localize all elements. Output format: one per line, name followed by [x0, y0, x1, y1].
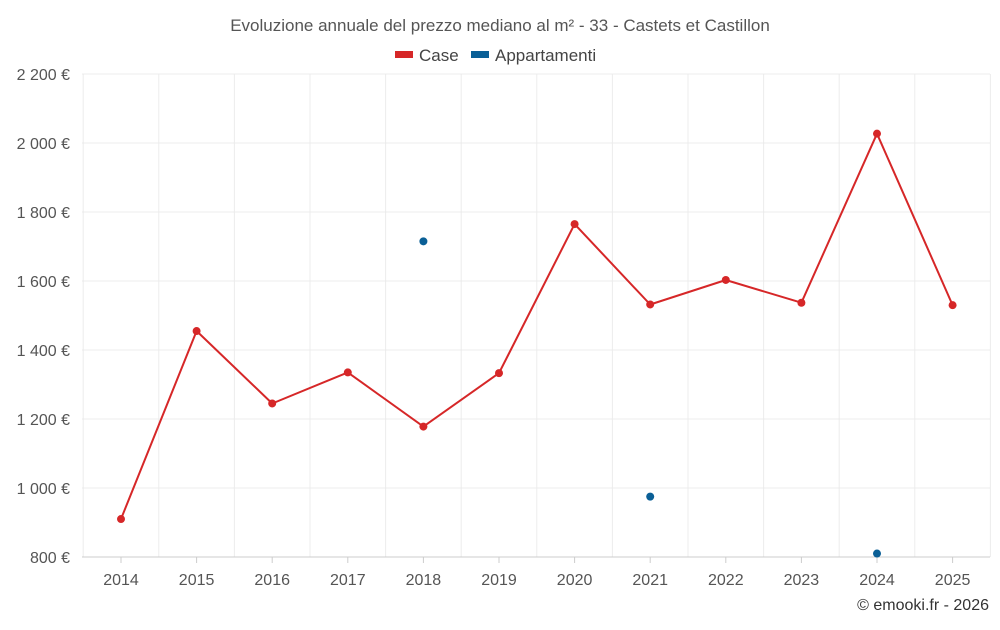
x-tick-label: 2017	[330, 572, 366, 589]
legend-item-case[interactable]: Case	[395, 46, 459, 65]
x-axis: 2014 2015 2016 2017 2018 2019 2020 2021 2022 2023…	[82, 556, 990, 589]
data-point-case-2020[interactable]	[570, 220, 579, 229]
series-appartamenti	[419, 237, 881, 558]
y-axis: 800 € 1 000 € 1 200 € 1 400 € 1 600 € 1 800 €…	[17, 67, 70, 567]
data-point-case-2024[interactable]	[873, 129, 881, 138]
data-point-case-2017[interactable]	[343, 368, 352, 377]
chart-title: Evoluzione annuale del prezzo mediano al…	[230, 16, 770, 35]
legend-swatch	[471, 51, 489, 58]
y-tick-label: 800 €	[30, 550, 70, 567]
x-tick-label: 2018	[406, 572, 442, 589]
x-tick-label: 2019	[481, 572, 517, 589]
data-point-appartamenti-2024[interactable]	[873, 549, 881, 558]
y-tick-label: 1 400 €	[17, 343, 70, 360]
data-point-case-2018[interactable]	[419, 422, 428, 431]
x-tick-label: 2020	[557, 572, 593, 589]
legend: Case Appartamenti	[395, 46, 596, 65]
legend-item-appartamenti[interactable]: Appartamenti	[471, 46, 596, 65]
series-layer	[117, 129, 957, 558]
credit-text: © emooki.fr - 2026	[857, 597, 989, 614]
data-point-case-2016[interactable]	[268, 399, 277, 408]
y-tick-label: 2 200 €	[17, 67, 70, 84]
data-point-case-2015[interactable]	[192, 327, 201, 336]
data-point-case-2014[interactable]	[117, 515, 125, 524]
data-point-appartamenti-2021[interactable]	[646, 492, 655, 501]
y-tick-label: 1 800 €	[17, 205, 70, 222]
data-point-appartamenti-2018[interactable]	[419, 237, 428, 246]
data-point-case-2021[interactable]	[646, 300, 655, 309]
data-point-case-2025[interactable]	[948, 301, 957, 310]
legend-swatch	[395, 51, 413, 58]
x-tick-label: 2014	[103, 572, 139, 589]
x-tick-label: 2021	[632, 572, 668, 589]
x-tick-label: 2016	[254, 572, 290, 589]
grid	[82, 73, 991, 557]
x-tick-label: 2022	[708, 572, 744, 589]
data-point-case-2022[interactable]	[721, 275, 730, 284]
series-case	[117, 129, 957, 524]
data-point-case-2019[interactable]	[495, 369, 503, 378]
x-tick-label: 2015	[179, 572, 215, 589]
y-tick-label: 2 000 €	[17, 136, 70, 153]
legend-label: Appartamenti	[495, 46, 596, 65]
data-point-case-2023[interactable]	[797, 298, 806, 307]
x-tick-label: 2024	[859, 572, 895, 589]
x-tick-label: 2025	[935, 572, 971, 589]
y-tick-label: 1 600 €	[17, 274, 70, 291]
y-tick-label: 1 200 €	[17, 412, 70, 429]
y-tick-label: 1 000 €	[17, 481, 70, 498]
legend-label: Case	[419, 46, 459, 65]
series-line	[120, 132, 954, 520]
x-tick-label: 2023	[784, 572, 820, 589]
